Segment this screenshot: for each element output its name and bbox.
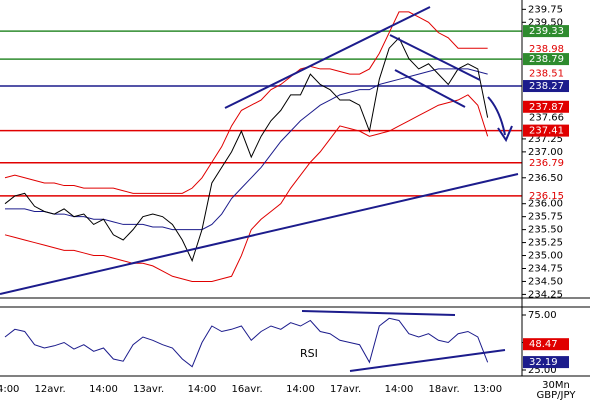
timeframe: 30Mn (542, 380, 570, 391)
x-tick-label: 18avr. (429, 384, 460, 395)
trend-line (0, 173, 519, 295)
y-tick-label: 239.75 (528, 4, 563, 15)
x-tick-label: 13:00 (473, 384, 502, 395)
y-tick-label: 235.75 (528, 212, 563, 223)
y-tick-label: 237.00 (528, 147, 563, 158)
x-tick-label: 14:00 (188, 384, 217, 395)
series-line (4, 94, 489, 282)
level-box (523, 338, 569, 351)
y-tick-label: 237.25 (528, 134, 563, 145)
level-label: 237.41 (529, 126, 564, 137)
trend-line (389, 34, 481, 81)
level-label: 32.19 (529, 357, 558, 368)
y-tick-label: 239.50 (528, 17, 563, 28)
series-line (4, 11, 488, 194)
level-label: 237.87 (529, 102, 564, 113)
arrow-head (497, 125, 513, 143)
y-tick-label: 240.00 (528, 0, 563, 2)
x-tick-label: 17avr. (330, 384, 361, 395)
x-tick-label: 14:00 (385, 384, 414, 395)
x-tick-label: 14:00 (0, 384, 19, 395)
level-label: 236.15 (529, 191, 564, 202)
trend-lines (0, 6, 519, 372)
rsi-title: RSI (300, 347, 318, 360)
series-line (4, 36, 489, 263)
plots: 14:00 12avr. 14:00 13avr. 14:00 16avr. 14:00 17… (0, 0, 569, 395)
level-label: 238.79 (529, 54, 564, 65)
level-label: 238.51 (529, 69, 564, 80)
y-tick-label: 235.00 (528, 251, 563, 262)
level-box (523, 25, 569, 38)
trend-line (224, 6, 431, 109)
symbol: GBP/JPY (537, 390, 577, 400)
level-box (523, 124, 569, 137)
level-label: 239.33 (529, 26, 564, 37)
level-label: 237.66 (529, 113, 564, 124)
y-tick-label: 75.00 (528, 310, 557, 321)
y-tick-label: 25.00 (528, 365, 557, 376)
trend-line (301, 310, 456, 316)
x-tick-label: 14:00 (286, 384, 315, 395)
x-tick-label: 12avr. (35, 384, 66, 395)
level-box (523, 53, 569, 66)
x-tick-label: 16avr. (232, 384, 263, 395)
x-tick-label: 13avr. (133, 384, 164, 395)
x-tick-label: 14:00 (89, 384, 118, 395)
y-tick-label: 236.50 (528, 173, 563, 184)
level-label: 238.27 (529, 81, 564, 92)
trend-line (349, 349, 506, 372)
y-tick-label: 236.00 (528, 199, 563, 210)
level-box (523, 80, 569, 93)
y-tick-label: 235.50 (528, 225, 563, 236)
level-label: 48.47 (529, 339, 558, 350)
trend-line (394, 69, 466, 108)
y-tick-label: 234.25 (528, 289, 563, 300)
series-line (4, 317, 489, 368)
y-tick-label: 235.25 (528, 238, 563, 249)
level-label: 236.79 (529, 158, 564, 169)
y-tick-label: 234.75 (528, 263, 563, 274)
arrow (487, 96, 506, 136)
y-tick-label: 234.50 (528, 276, 563, 287)
level-box (523, 356, 569, 369)
level-label: 238.98 (529, 44, 564, 55)
level-box (523, 100, 569, 113)
